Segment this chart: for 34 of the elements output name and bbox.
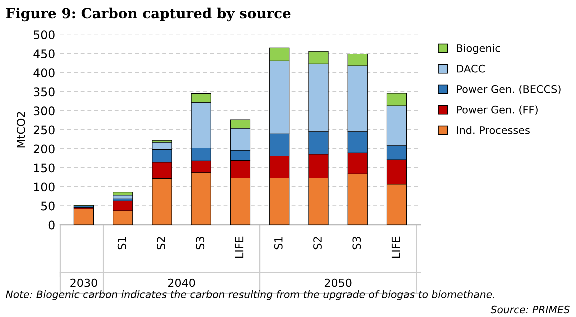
bar	[74, 208, 94, 226]
source-note: Source: PRIMES	[490, 306, 570, 314]
x-tick-label: S1	[274, 237, 283, 250]
x-tick-label: S2	[314, 237, 322, 250]
y-tick-label: 50	[42, 202, 55, 211]
y-axis-title: MtCO2	[16, 112, 26, 148]
text: Note: Biogenic carbon indicates the carbon resulting from the upgrade of biogas to biomethane.	[6, 290, 494, 300]
y-tick-label: 400	[34, 68, 55, 78]
y-tick-label: 100	[34, 182, 55, 192]
y-tick-label: 150	[34, 164, 55, 173]
x-tick-label: S2	[157, 237, 166, 250]
x-tick-label: S1	[118, 237, 126, 250]
chart-title: Figure 9: Carbon captured by source	[6, 8, 291, 22]
bar	[113, 192, 134, 196]
y-tick-label: 200	[34, 144, 55, 154]
y-tick-label: 250	[34, 126, 55, 135]
x-tick-label: LIFE	[392, 236, 400, 258]
y-tick-label: 450	[34, 50, 55, 59]
bar	[113, 195, 134, 200]
x-tick-label: LIFE	[235, 236, 244, 258]
x-tick-label: S3	[196, 237, 205, 250]
text: 2040	[168, 278, 196, 288]
y-tick-label: 350	[34, 88, 55, 97]
y-tick-label: 500	[34, 30, 55, 40]
legend-label: DACC	[457, 64, 485, 73]
y-tick-label: 300	[34, 106, 55, 116]
text: 2050	[324, 278, 352, 288]
legend-label: Biogenic	[457, 44, 500, 54]
legend-label: Power Gen. (FF)	[457, 106, 538, 116]
legend-label: Ind. Processes	[457, 126, 530, 134]
legend-label: Power Gen. (BECCS)	[457, 85, 561, 95]
y-tick-label: 0	[48, 220, 55, 230]
x-tick-label: S3	[352, 237, 362, 250]
text: 2030	[70, 278, 98, 288]
